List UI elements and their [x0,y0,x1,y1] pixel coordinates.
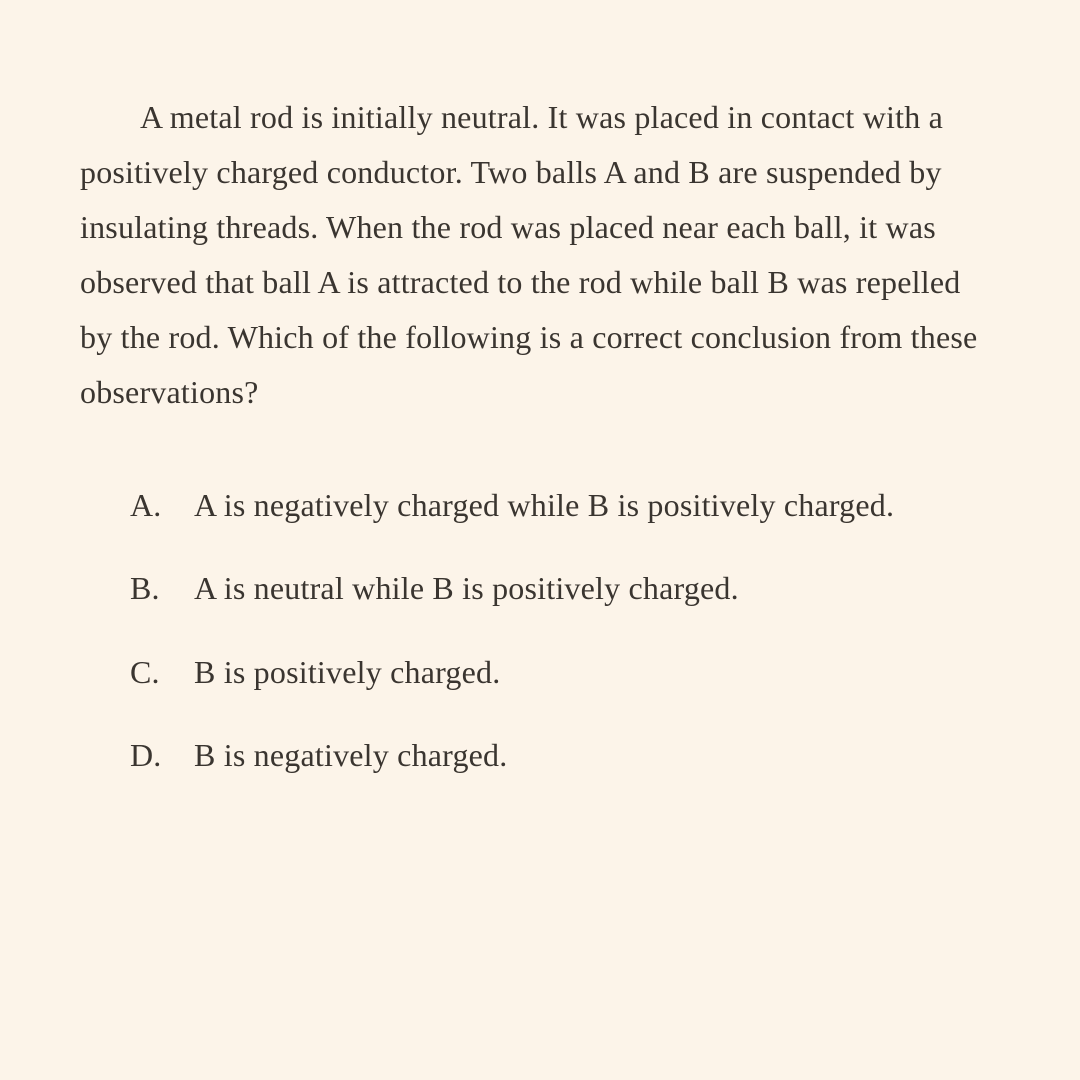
options-list: A. A is negatively charged while B is po… [70,480,1010,781]
option-letter: A. [130,480,194,531]
option-text: B is positively charged. [194,647,970,698]
option-letter: B. [130,563,194,614]
option-d: D. B is negatively charged. [130,730,970,781]
option-text: A is negatively charged while B is posit… [194,480,970,531]
option-letter: D. [130,730,194,781]
option-text: B is negatively charged. [194,730,970,781]
option-b: B. A is neutral while B is positively ch… [130,563,970,614]
option-text: A is neutral while B is positively charg… [194,563,970,614]
option-a: A. A is negatively charged while B is po… [130,480,970,531]
option-letter: C. [130,647,194,698]
question-text: A metal rod is initially neutral. It was… [70,90,1010,420]
option-c: C. B is positively charged. [130,647,970,698]
